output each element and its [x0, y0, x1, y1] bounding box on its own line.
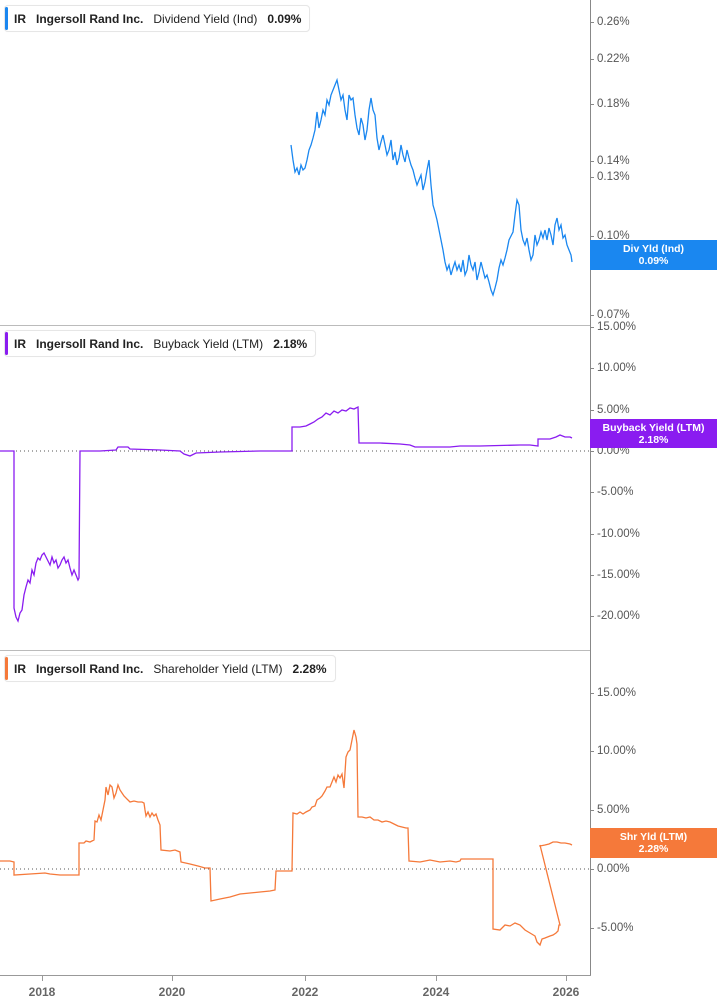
dividend-yield-panel: IR Ingersoll Rand Inc. Dividend Yield (I…	[0, 0, 717, 325]
ticker: IR	[14, 661, 26, 676]
x-tick	[305, 976, 306, 981]
metric-value: 2.18%	[273, 336, 308, 351]
buyback-yield-flag: Buyback Yield (LTM) 2.18%	[590, 419, 717, 448]
x-axis-label: 2020	[158, 985, 186, 999]
ticker: IR	[14, 11, 26, 26]
dividend-yield-line	[290, 77, 573, 298]
y-tick-label: -20.00%	[591, 610, 640, 622]
y-tick-label: 0.26%	[591, 16, 630, 28]
panel-separator	[0, 650, 590, 651]
metric-value: 2.28%	[292, 661, 327, 676]
panel-separator	[0, 325, 590, 326]
series-color-marker	[5, 657, 8, 680]
y-tick-label: 10.00%	[590, 745, 637, 757]
x-tick	[42, 976, 43, 981]
y-tick-label: 0.00%	[591, 445, 630, 457]
x-axis-label: 2026	[552, 985, 580, 999]
metric-value: 0.09%	[267, 11, 302, 26]
y-tick-label: 0.22%	[591, 53, 630, 65]
y-tick-label: 0.10%	[591, 230, 630, 242]
y-tick-label: 0.18%	[591, 98, 630, 110]
series-color-marker	[5, 332, 8, 355]
x-axis-label: 2024	[422, 985, 450, 999]
company-name: Ingersoll Rand Inc.	[36, 11, 144, 26]
x-axis-label: 2022	[291, 985, 319, 999]
y-axis-line	[590, 650, 591, 975]
y-tick-label: -10.00%	[591, 528, 640, 540]
metric-name: Buyback Yield (LTM)	[153, 336, 264, 351]
metric-name: Dividend Yield (Ind)	[153, 11, 258, 26]
flag-label: Buyback Yield (LTM)	[602, 422, 705, 434]
ticker: IR	[14, 336, 26, 351]
x-tick	[436, 976, 437, 981]
y-tick-label: 0.14%	[591, 155, 630, 167]
flag-value: 2.18%	[638, 434, 669, 446]
x-axis-line	[0, 975, 591, 976]
shareholder-yield-line	[0, 729, 590, 947]
buyback-yield-line	[0, 405, 590, 623]
buyback-yield-panel: IR Ingersoll Rand Inc. Buyback Yield (LT…	[0, 321, 717, 650]
y-tick-label: 0.13%	[591, 171, 630, 183]
shareholder-yield-legend: IR Ingersoll Rand Inc. Shareholder Yield…	[4, 655, 336, 682]
y-axis-line	[590, 325, 591, 650]
y-tick-label: -5.00%	[590, 486, 634, 498]
buyback-yield-legend: IR Ingersoll Rand Inc. Buyback Yield (LT…	[4, 330, 317, 357]
y-tick-label: -15.00%	[591, 569, 640, 581]
y-tick-label: 0.07%	[591, 309, 630, 321]
y-tick-label: 0.00%	[591, 863, 630, 875]
y-tick-label: -5.00%	[590, 922, 634, 934]
y-tick-label: 10.00%	[590, 362, 637, 374]
x-tick	[566, 976, 567, 981]
shareholder-yield-panel: IR Ingersoll Rand Inc. Shareholder Yield…	[0, 650, 717, 975]
y-tick-label: 5.00%	[591, 404, 630, 416]
series-color-marker	[5, 7, 8, 30]
y-axis-line	[590, 0, 591, 325]
company-name: Ingersoll Rand Inc.	[36, 661, 144, 676]
flag-value: 2.28%	[638, 843, 669, 855]
dividend-yield-flag: Div Yld (Ind) 0.09%	[590, 240, 717, 270]
metric-name: Shareholder Yield (LTM)	[153, 661, 283, 676]
x-axis-label: 2018	[28, 985, 56, 999]
flag-label: Div Yld (Ind)	[622, 243, 685, 255]
flag-label: Shr Yld (LTM)	[619, 831, 688, 843]
y-tick-label: 15.00%	[590, 321, 637, 333]
flag-value: 0.09%	[638, 255, 669, 267]
shareholder-yield-flag: Shr Yld (LTM) 2.28%	[590, 828, 717, 858]
company-name: Ingersoll Rand Inc.	[36, 336, 144, 351]
y-tick-label: 15.00%	[590, 687, 637, 699]
y-tick-label: 5.00%	[591, 804, 630, 816]
dividend-yield-legend: IR Ingersoll Rand Inc. Dividend Yield (I…	[4, 5, 311, 32]
x-tick	[172, 976, 173, 981]
